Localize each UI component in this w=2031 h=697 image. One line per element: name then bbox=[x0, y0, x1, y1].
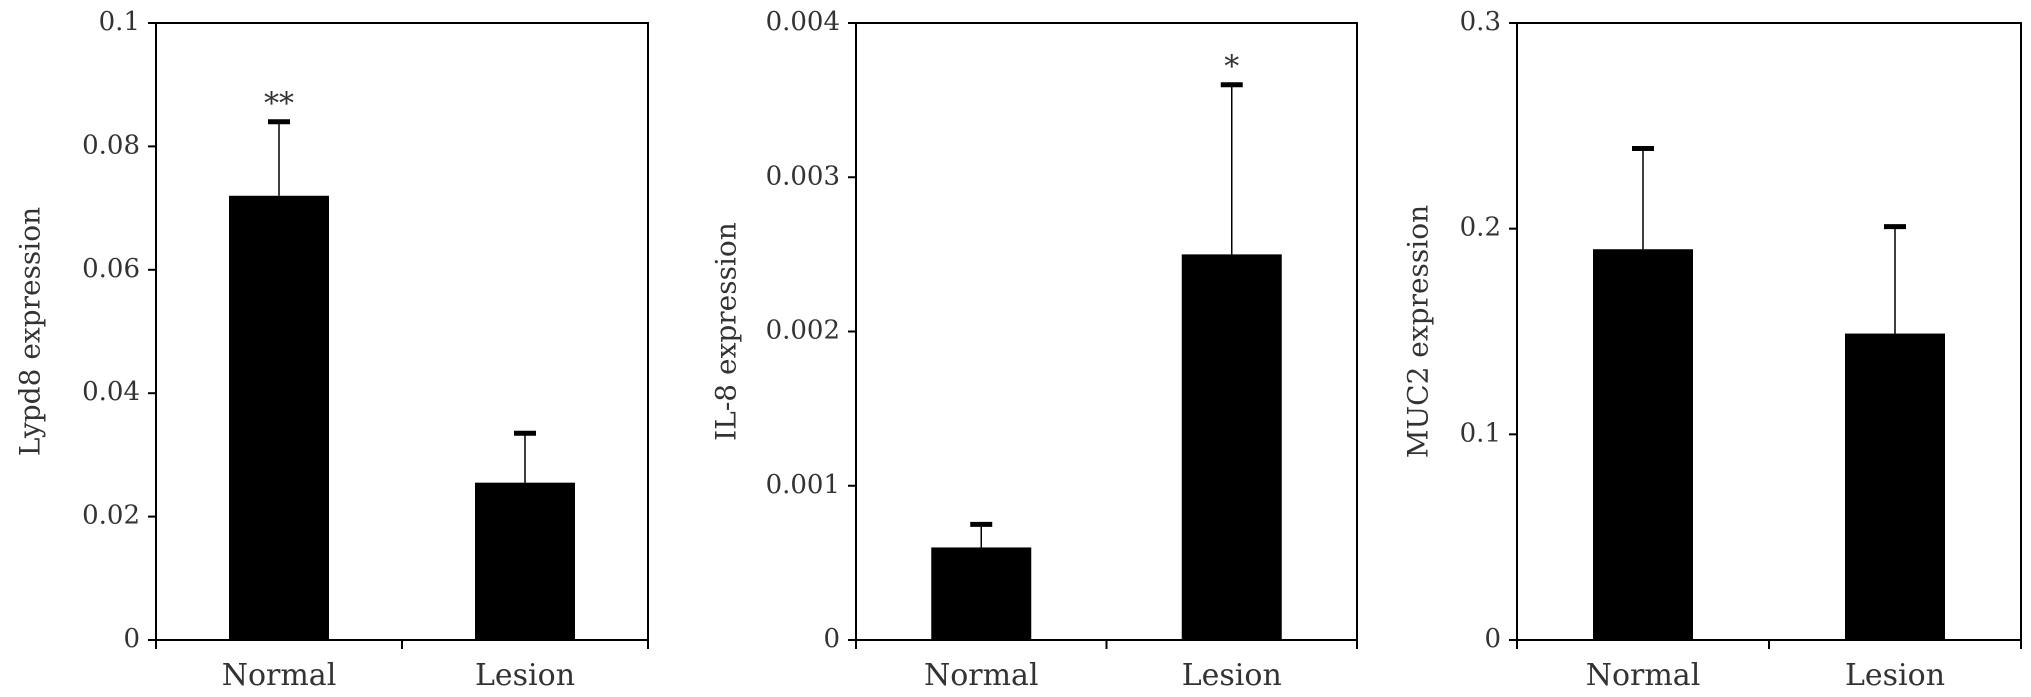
bar bbox=[931, 547, 1032, 640]
y-tick-label: 0 bbox=[123, 624, 140, 654]
bar bbox=[229, 195, 329, 640]
y-axis-title: IL-8 expression bbox=[710, 222, 743, 441]
plot-frame bbox=[855, 22, 1358, 641]
y-tick-label: 0.2 bbox=[1460, 213, 1501, 243]
category-label: Lesion bbox=[1845, 658, 1945, 693]
y-tick-label: 0.02 bbox=[82, 501, 140, 531]
y-tick-label: 0.1 bbox=[99, 7, 140, 37]
y-tick-label: 0.06 bbox=[82, 254, 140, 284]
category-label: Normal bbox=[222, 658, 337, 693]
significance-marker: ** bbox=[264, 87, 294, 122]
bar bbox=[1593, 249, 1693, 640]
category-label: Normal bbox=[924, 658, 1039, 693]
panel-il8: IL-8 expression 0 0.001 0.002 0.003 0.004 Nor… bbox=[710, 7, 1358, 693]
bar bbox=[1845, 333, 1945, 640]
y-tick-label: 0 bbox=[823, 624, 840, 654]
y-tick-label: 0.002 bbox=[766, 316, 840, 346]
bar bbox=[475, 482, 575, 640]
y-tick-label: 0.3 bbox=[1460, 7, 1501, 37]
category-label: Lesion bbox=[1182, 658, 1282, 693]
bar bbox=[1181, 254, 1282, 640]
y-tick-label: 0.1 bbox=[1460, 418, 1501, 448]
panel-muc2: MUC2 expression 0 0.1 0.2 0.3 Normal Lesion bbox=[1402, 7, 2022, 693]
y-tick-label: 0 bbox=[1484, 624, 1501, 654]
y-tick-label: 0.08 bbox=[82, 130, 140, 160]
y-tick-label: 0.001 bbox=[766, 470, 840, 500]
y-axis-title: MUC2 expression bbox=[1402, 205, 1435, 458]
y-tick-label: 0.004 bbox=[766, 7, 840, 37]
category-label: Lesion bbox=[475, 658, 575, 693]
plot-frame bbox=[1516, 22, 2022, 641]
significance-marker: * bbox=[1224, 50, 1239, 85]
y-axis-title: Lypd8 expression bbox=[14, 207, 47, 456]
category-label: Normal bbox=[1586, 658, 1701, 693]
panel-lypd8: Lypd8 expression 0 0.02 0.04 0.06 0.08 0.1 ** N… bbox=[14, 7, 649, 693]
y-tick-label: 0.04 bbox=[82, 377, 140, 407]
y-tick-label: 0.003 bbox=[766, 161, 840, 191]
